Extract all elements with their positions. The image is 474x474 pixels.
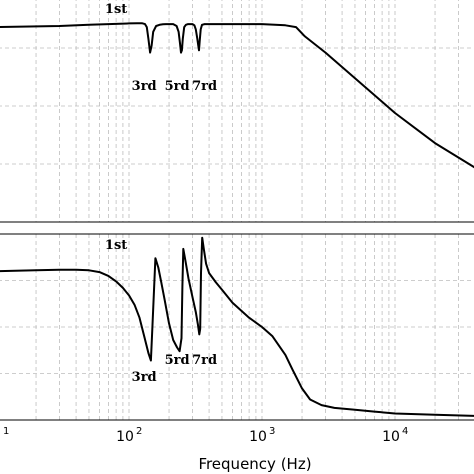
x-tick-label: 10 4 bbox=[382, 426, 408, 445]
annotation-label: 1st bbox=[105, 238, 127, 253]
annotation-label: 5rd bbox=[165, 353, 190, 368]
x-tick-label: 101 bbox=[0, 426, 9, 445]
annotation-label: 5rd bbox=[165, 79, 190, 94]
x-tick-exponent: 1 bbox=[3, 426, 9, 437]
x-tick-label: 10 2 bbox=[116, 426, 142, 445]
annotation-label: 7rd bbox=[192, 353, 217, 368]
x-tick-exponent: 3 bbox=[269, 426, 275, 437]
axes-frame bbox=[0, 233, 474, 421]
annotation-label: 3rd bbox=[132, 370, 157, 385]
bottom-plot-panel: 1st3rd5rd7rd101102103104 bbox=[0, 233, 474, 445]
grid bbox=[0, 0, 474, 222]
x-tick-base: 10 bbox=[0, 429, 1, 445]
x-axis-label: Frequency (Hz) bbox=[198, 455, 311, 473]
series-line bbox=[0, 22, 474, 169]
top-plot-panel: 1st 3rd 5rd 7rd bbox=[0, 0, 474, 223]
annotation-label: 3rd bbox=[132, 79, 157, 94]
annotation-label: 1st bbox=[105, 2, 127, 17]
annotation-label: 7rd bbox=[192, 79, 217, 94]
x-tick-base: 10 bbox=[382, 429, 400, 445]
x-tick-label: 10 3 bbox=[249, 426, 275, 445]
x-tick-base: 10 bbox=[116, 429, 134, 445]
series-line bbox=[0, 236, 474, 417]
axes-frame bbox=[0, 221, 474, 223]
grid bbox=[0, 234, 474, 420]
x-tick-exponent: 4 bbox=[402, 426, 408, 437]
x-tick-exponent: 2 bbox=[136, 426, 142, 437]
x-tick-base: 10 bbox=[249, 429, 267, 445]
